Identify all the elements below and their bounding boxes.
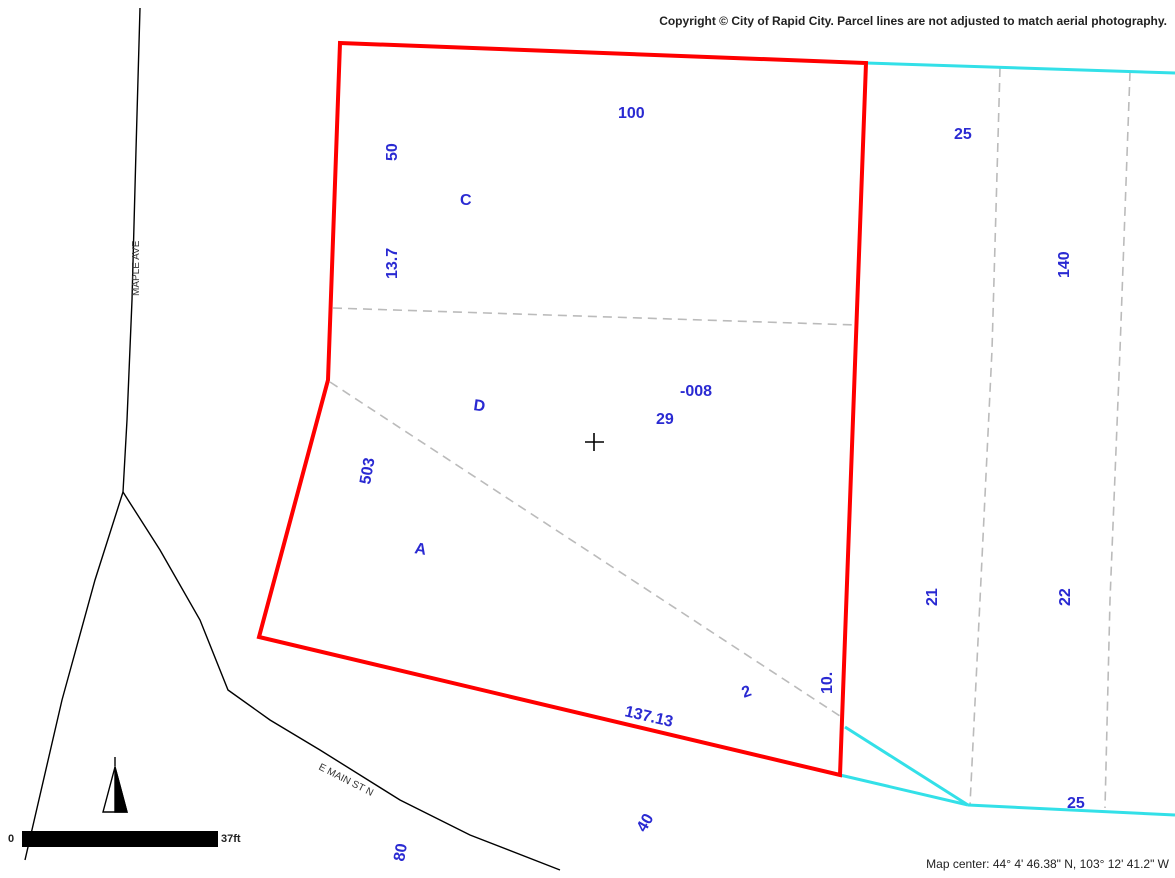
maple-ave-label: MAPLE AVE xyxy=(131,240,142,296)
label-13-7: 13.7 xyxy=(384,248,401,279)
north-arrow-icon xyxy=(102,757,128,813)
label-50: 50 xyxy=(384,143,401,161)
crosshair-icon xyxy=(585,433,604,451)
scale-bar xyxy=(22,831,218,847)
map-center-readout: Map center: 44° 4' 46.38" N, 103° 12' 41… xyxy=(926,857,1169,871)
label-21: 21 xyxy=(924,588,941,606)
label-lot-a: A xyxy=(413,540,428,559)
parcel-labels: 100 50 C 13.7 25 140 D -008 29 503 A 21 … xyxy=(357,105,1085,863)
label-2: 2 xyxy=(740,683,754,702)
e-main-st-line xyxy=(122,491,561,871)
label-140: 140 xyxy=(1056,251,1073,278)
label-503: 503 xyxy=(357,456,378,485)
street-left-branch xyxy=(24,491,124,861)
label-22: 22 xyxy=(1057,588,1074,606)
label-lot-d: D xyxy=(472,397,486,415)
copyright-notice: Copyright © City of Rapid City. Parcel l… xyxy=(659,14,1167,28)
label-100: 100 xyxy=(618,105,645,122)
label-lot-c: C xyxy=(460,192,472,209)
selected-parcel-outline[interactable] xyxy=(256,40,869,778)
label-10: 10. xyxy=(819,672,836,694)
lot-lines xyxy=(329,67,1131,809)
label-008: -008 xyxy=(680,383,712,400)
label-25-top: 25 xyxy=(954,126,972,143)
label-29: 29 xyxy=(656,411,674,428)
maple-ave-line xyxy=(122,7,141,493)
street-lines xyxy=(24,7,561,871)
label-25-bottom: 25 xyxy=(1067,795,1085,812)
scale-zero-label: 0 xyxy=(8,833,15,845)
adjacent-parcel-outline[interactable] xyxy=(839,61,1175,817)
label-40: 40 xyxy=(634,811,658,835)
scale-max-label: 37ft xyxy=(221,833,241,845)
label-80: 80 xyxy=(391,842,411,863)
e-main-st-label: E MAIN ST N xyxy=(317,762,375,799)
